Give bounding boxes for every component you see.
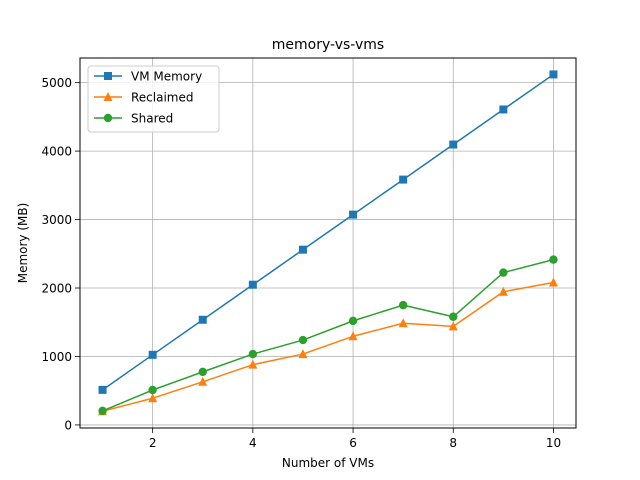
data-point-shared xyxy=(248,349,258,359)
legend: VM Memory Reclaimed Shared xyxy=(87,65,220,133)
series-line-vm-memory xyxy=(102,73,554,391)
data-point-reclaimed xyxy=(298,349,308,359)
y-tick-label: 2000 xyxy=(41,282,72,296)
data-point-reclaimed xyxy=(498,286,508,296)
data-point-reclaimed xyxy=(248,359,258,369)
x-tick-label: 6 xyxy=(349,436,357,450)
data-point-vm-memory xyxy=(549,70,558,79)
data-point-shared xyxy=(198,367,207,377)
data-point-shared xyxy=(398,300,408,310)
series-vm-memory xyxy=(98,70,558,394)
series-shared xyxy=(98,255,558,416)
data-point-shared xyxy=(148,385,157,395)
y-tick-label: 0 xyxy=(64,418,72,432)
data-point-shared xyxy=(449,312,458,321)
series-layer xyxy=(98,70,558,416)
data-point-vm-memory xyxy=(148,350,157,359)
x-tick-label: 8 xyxy=(449,436,457,450)
data-point-shared xyxy=(298,335,308,345)
data-point-reclaimed xyxy=(148,393,158,403)
legend-entry-reclaimed: Reclaimed xyxy=(94,91,194,105)
data-point-vm-memory xyxy=(198,315,207,324)
legend-marker-shared xyxy=(103,113,113,123)
data-point-vm-memory xyxy=(399,175,408,184)
data-point-shared xyxy=(499,268,508,277)
y-tick-label: 5000 xyxy=(41,76,72,90)
legend-label-reclaimed: Reclaimed xyxy=(131,91,194,105)
series-line-reclaimed xyxy=(102,281,554,412)
legend-entry-shared: Shared xyxy=(94,112,173,126)
data-point-reclaimed xyxy=(198,376,208,386)
data-point-shared xyxy=(549,255,558,264)
data-point-reclaimed xyxy=(398,318,408,328)
legend-marker-vm-memory xyxy=(104,72,112,80)
data-point-vm-memory xyxy=(349,210,358,219)
data-point-vm-memory xyxy=(499,105,508,114)
legend-box xyxy=(87,65,220,133)
gridlines xyxy=(80,58,576,428)
legend-label-vm-memory: VM Memory xyxy=(131,70,202,84)
data-point-shared xyxy=(348,316,358,326)
data-point-vm-memory xyxy=(98,385,107,394)
axis-ticks: 2 4 6 8 10 0 1000 2000 3000 4000 5000 xyxy=(41,76,561,450)
data-point-reclaimed xyxy=(448,321,458,331)
y-tick-label: 1000 xyxy=(41,350,72,364)
data-point-reclaimed xyxy=(348,331,358,341)
y-axis-label: Memory (MB) xyxy=(16,203,30,284)
plot-frame xyxy=(79,57,577,429)
data-point-vm-memory xyxy=(449,140,458,149)
x-tick-label: 4 xyxy=(249,436,257,450)
series-line-shared xyxy=(102,258,554,412)
data-point-shared xyxy=(98,406,107,416)
data-point-vm-memory xyxy=(248,280,257,289)
legend-marker-reclaimed xyxy=(103,92,113,101)
data-point-vm-memory xyxy=(298,245,307,254)
x-tick-label: 2 xyxy=(149,436,157,450)
x-tick-label: 10 xyxy=(546,436,561,450)
y-tick-label: 4000 xyxy=(41,145,72,159)
legend-entry-vm-memory: VM Memory xyxy=(94,70,202,84)
data-point-reclaimed xyxy=(548,277,558,287)
chart-title: memory-vs-vms xyxy=(272,37,384,53)
legend-label-shared: Shared xyxy=(131,112,173,126)
x-axis-label: Number of VMs xyxy=(282,456,374,470)
y-tick-label: 3000 xyxy=(41,213,72,227)
